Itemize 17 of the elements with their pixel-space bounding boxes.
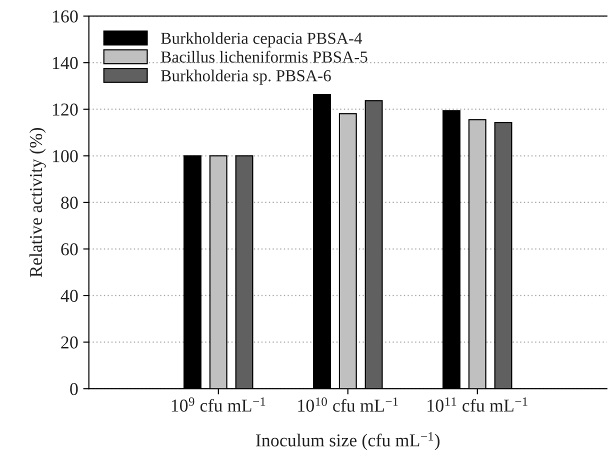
x-axis-title: Inoculum size (cfu mL$^{−1}$) xyxy=(256,432,440,450)
y-tick-label: 80 xyxy=(61,196,78,209)
x-tick-label: 10$^{9}$ cfu mL$^{−1}$ xyxy=(172,397,266,412)
y-tick-label: 120 xyxy=(52,104,78,116)
x-tick-label: 10$^{10}$ cfu mL$^{−1}$ xyxy=(298,397,398,412)
legend-label: Bacillus licheniformis PBSA-5 xyxy=(161,50,368,63)
y-tick-label: 0 xyxy=(70,382,78,396)
y-tick-label: 40 xyxy=(60,290,78,302)
y-tick-label: 160 xyxy=(52,10,78,23)
y-axis-title: Relative activity (%) xyxy=(29,128,46,278)
x-tick-label: 10$^{11}$ cfu mL$^{−1}$ xyxy=(428,397,528,412)
y-tick-label: 20 xyxy=(61,336,78,349)
legend-label: Burkholderia cepacia PBSA-4 xyxy=(161,32,362,48)
y-tick-label: 140 xyxy=(52,56,78,70)
y-tick-label: 60 xyxy=(61,243,78,256)
y-tick-label: 100 xyxy=(52,150,78,162)
legend-label: Burkholderia sp. PBSA-6 xyxy=(161,70,331,85)
